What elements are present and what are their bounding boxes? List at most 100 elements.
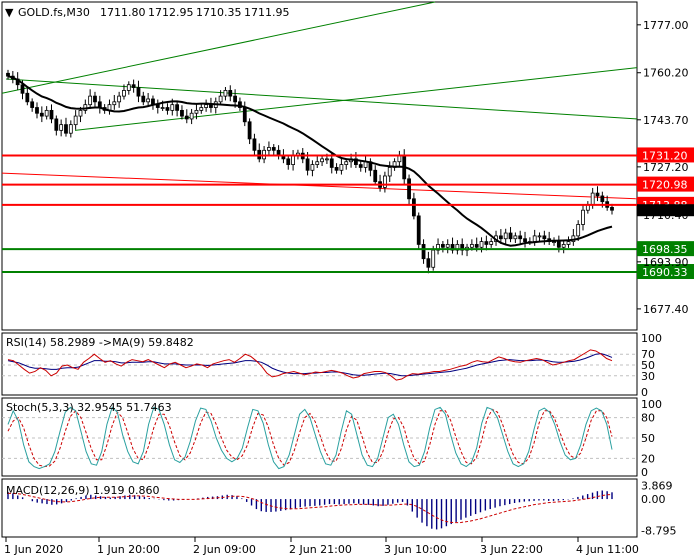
time-tick-label: 3 Jun 10:00 bbox=[384, 543, 447, 556]
candle-body bbox=[576, 224, 581, 237]
candle-body bbox=[329, 158, 334, 168]
support-level-label: 1698.35 bbox=[642, 243, 688, 256]
candle-body bbox=[126, 84, 131, 91]
candle-body bbox=[117, 95, 122, 103]
indicator-tick-label: 50 bbox=[641, 359, 655, 372]
candle-body bbox=[184, 115, 189, 120]
candle-body bbox=[523, 238, 527, 242]
price-axis: 1777.00 1760.20 1743.70 1727.20 1710.40 1693.… bbox=[637, 19, 689, 316]
candle-body bbox=[479, 241, 484, 248]
macd-signal-line bbox=[8, 492, 613, 524]
time-tick-label: 1 Jun 2020 bbox=[4, 543, 63, 556]
rsi-grid bbox=[2, 353, 637, 377]
candle-body bbox=[20, 84, 25, 94]
time-tick-label: 4 Jun 11:00 bbox=[576, 543, 639, 556]
resistance-level-tag bbox=[637, 176, 694, 192]
indicator-tick-label: 80 bbox=[641, 412, 655, 425]
candle-body bbox=[320, 158, 324, 163]
candle-body bbox=[489, 241, 494, 245]
candle-body bbox=[532, 235, 537, 242]
price-tick-label: 1727.20 bbox=[643, 161, 689, 174]
candle-body bbox=[310, 164, 315, 171]
candle-body bbox=[165, 107, 170, 111]
candle-body bbox=[25, 92, 30, 103]
candle-body bbox=[305, 158, 310, 171]
candle-body bbox=[407, 178, 411, 200]
trend-lines bbox=[1, 1, 638, 200]
stoch-grid bbox=[2, 417, 637, 459]
price-pane-frame bbox=[1, 1, 638, 331]
candle-body bbox=[421, 244, 426, 260]
price-tick-label: 1743.70 bbox=[643, 114, 689, 127]
candle-body bbox=[382, 175, 387, 188]
candle-body bbox=[30, 101, 35, 108]
candle-body bbox=[291, 155, 295, 165]
candle-body bbox=[334, 167, 339, 171]
candle-body bbox=[286, 158, 291, 165]
candle-body bbox=[339, 164, 344, 171]
candle-body bbox=[498, 235, 503, 240]
indicator-tick-label: 70 bbox=[641, 348, 655, 361]
candle-body bbox=[252, 138, 257, 151]
candle-body bbox=[397, 155, 402, 163]
candle-body bbox=[170, 104, 175, 111]
candle-body bbox=[204, 104, 209, 108]
candle-body bbox=[247, 121, 252, 140]
price-tick-label: 1760.20 bbox=[643, 67, 689, 80]
candle-body bbox=[610, 206, 614, 211]
candle-body bbox=[325, 158, 329, 161]
candle-body bbox=[537, 235, 542, 238]
green-trend-line bbox=[1, 1, 436, 94]
candle-body bbox=[484, 241, 489, 245]
candle-body bbox=[233, 95, 238, 103]
candle-body bbox=[445, 244, 450, 248]
ohlc-close: 1711.95 bbox=[244, 6, 290, 19]
candle-body bbox=[411, 198, 416, 217]
ohlc-high: 1712.95 bbox=[148, 6, 194, 19]
candle-body bbox=[35, 107, 39, 114]
rsi-pane[interactable]: RSI(14) 58.2989 ->MA(9) 59.8482 100 70503… bbox=[1, 332, 662, 399]
candle-body bbox=[59, 124, 64, 131]
candle-body bbox=[513, 235, 518, 240]
header-arrow-icon: ▼ bbox=[5, 6, 14, 19]
candle-body bbox=[49, 109, 54, 120]
stoch-label: Stoch(5,3,3) 32.9545 51.7463 bbox=[6, 401, 172, 414]
symbol-header: ▼ GOLD.fs,M30 1711.80 1712.95 1710.35 17… bbox=[5, 6, 290, 19]
symbol-label: GOLD.fs,M30 bbox=[18, 6, 90, 19]
green-trend-line bbox=[5, 78, 638, 120]
resistance-level-tag bbox=[637, 147, 694, 163]
candle-body bbox=[238, 101, 242, 108]
candle-body bbox=[503, 232, 508, 240]
time-tick-label: 1 Jun 20:00 bbox=[97, 543, 160, 556]
candle-body bbox=[194, 109, 199, 114]
support-level-label: 1690.33 bbox=[642, 266, 688, 279]
candle-body bbox=[581, 209, 585, 225]
rsi-pane-frame bbox=[1, 332, 638, 396]
candle-body bbox=[160, 107, 165, 109]
candle-body bbox=[141, 95, 146, 103]
candle-body bbox=[39, 112, 44, 117]
indicator-tick-label: 30 bbox=[641, 370, 655, 383]
candle-body bbox=[175, 104, 180, 111]
support-level-tag bbox=[637, 264, 694, 280]
candle-body bbox=[590, 192, 595, 205]
candle-body bbox=[189, 112, 194, 120]
indicator-tick-label: 100 bbox=[641, 332, 662, 345]
candle-body bbox=[223, 90, 228, 97]
candle-body bbox=[73, 115, 78, 126]
candle-body bbox=[426, 258, 431, 268]
indicator-tick-label: 100 bbox=[641, 398, 662, 411]
ohlc-low: 1710.35 bbox=[196, 6, 242, 19]
time-axis: 1 Jun 2020 1 Jun 20:00 2 Jun 09:00 2 Jun 21… bbox=[4, 537, 639, 556]
candle-body bbox=[416, 215, 421, 245]
support-level-tag bbox=[637, 241, 694, 257]
candle-body bbox=[199, 107, 204, 111]
resistance-level-label: 1731.20 bbox=[642, 149, 688, 162]
candle-body bbox=[228, 90, 233, 97]
rsi-label: RSI(14) 58.2989 ->MA(9) 59.8482 bbox=[6, 336, 194, 349]
time-tick-label: 2 Jun 09:00 bbox=[193, 543, 256, 556]
